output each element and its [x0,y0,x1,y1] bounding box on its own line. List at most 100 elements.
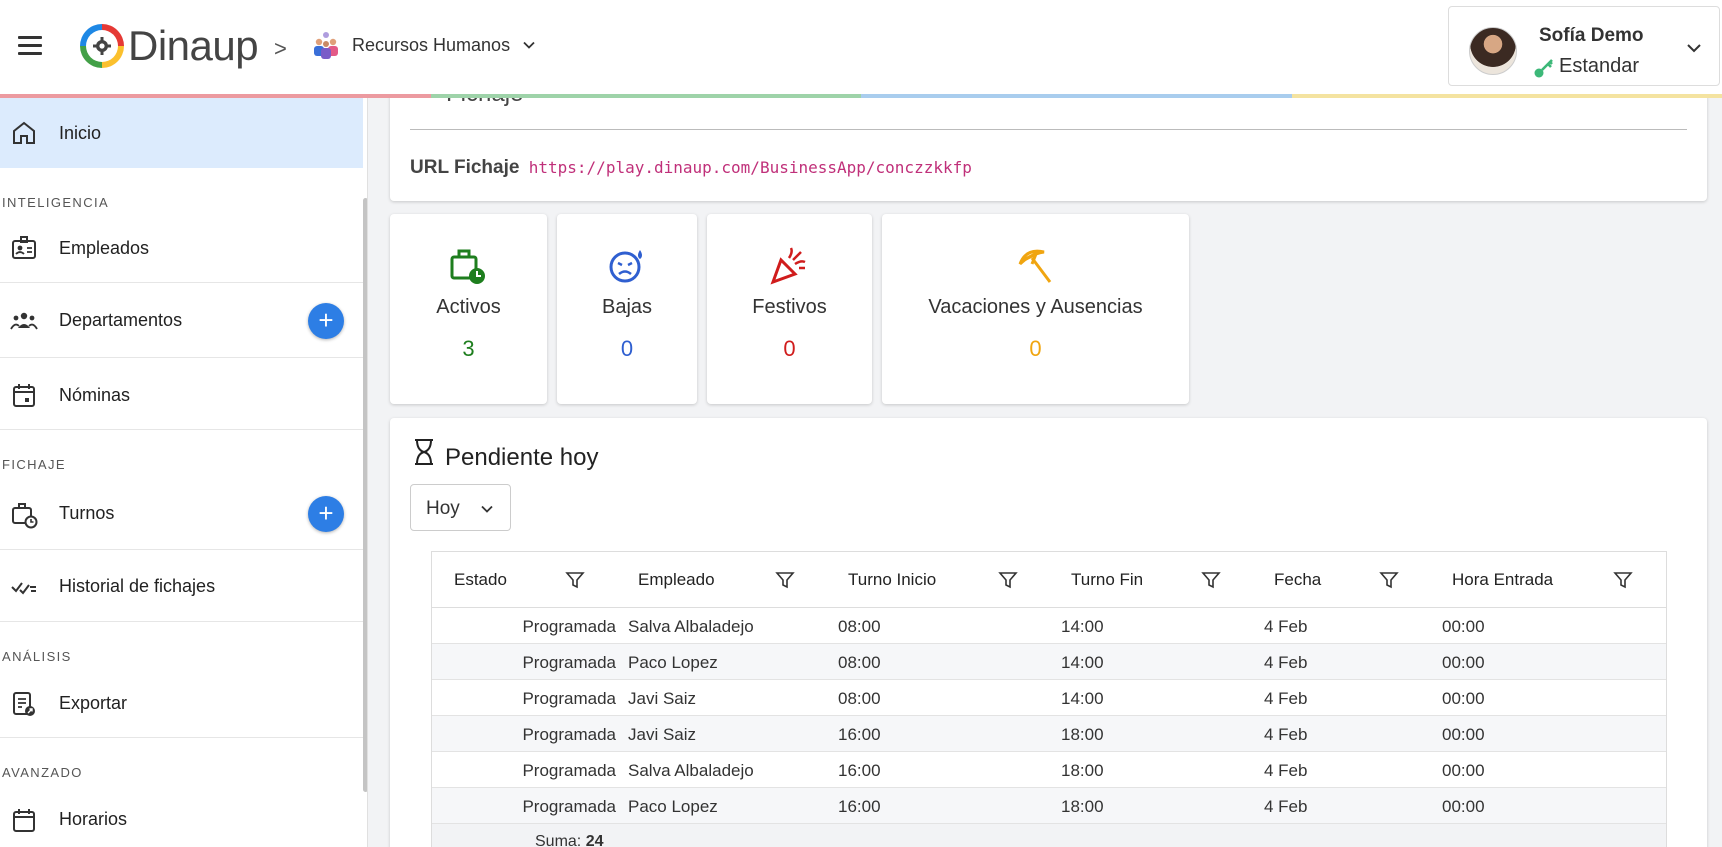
stat-label: Vacaciones y Ausencias [928,296,1143,318]
calendar-icon [13,384,35,407]
cell-turno-fin: 18:00 [1061,725,1104,744]
cell-estado: Programada [522,797,616,816]
avatar [1469,27,1517,75]
stat-card-bajas[interactable]: Bajas 0 [557,214,697,404]
table-row[interactable]: Programada Javi Saiz 16:00 18:00 4 Feb 0… [432,716,1666,752]
cell-estado: Programada [522,725,616,744]
stat-value: 0 [783,336,796,361]
sum-value: 24 [585,833,604,847]
table-row[interactable]: Programada Javi Saiz 08:00 14:00 4 Feb 0… [432,680,1666,716]
cell-turno-fin: 14:00 [1061,617,1104,636]
key-icon [1534,59,1553,78]
sidebar-item-departamentos[interactable]: Departamentos + [0,284,363,358]
module-selector[interactable]: Recursos Humanos [312,30,536,60]
column-header-estado[interactable]: Estado [454,570,507,589]
user-name: Sofía Demo [1539,25,1644,46]
filter-icon[interactable] [1201,570,1221,590]
sidebar-item-label: Departamentos [59,310,183,330]
cell-fecha: 4 Feb [1264,689,1308,708]
cell-turno-fin: 18:00 [1061,761,1104,780]
accent-line [0,94,1722,98]
user-menu[interactable]: Sofía Demo Estandar [1448,6,1720,86]
cell-empleado: Paco Lopez [628,797,718,816]
table-row[interactable]: Programada Paco Lopez 16:00 18:00 4 Feb … [432,788,1666,824]
cell-estado: Programada [522,653,616,672]
brand-logo[interactable]: Dinaup [80,22,259,70]
calendar-icon [13,809,35,832]
sidebar-item-label: Empleados [59,238,150,258]
table-summary-row: Suma: 24 [432,824,1666,847]
filter-icon[interactable] [1379,570,1399,590]
cell-empleado: Paco Lopez [628,653,718,672]
sidebar-item-nominas[interactable]: Nóminas [0,359,363,430]
add-departamento-button[interactable]: + [308,303,344,339]
table-row[interactable]: Programada Salva Albaladejo 08:00 14:00 … [432,608,1666,644]
filter-icon[interactable] [998,570,1018,590]
cell-hora-entrada: 00:00 [1442,617,1485,636]
sidebar-item-empleados[interactable]: Empleados [0,214,363,283]
home-icon [13,121,35,144]
stat-card-activos[interactable]: Activos 3 [390,214,547,404]
cell-fecha: 4 Feb [1264,617,1308,636]
column-header-fecha[interactable]: Fecha [1274,570,1322,589]
sum-label: Suma: [535,833,582,847]
period-select[interactable]: Hoy [410,484,511,531]
sidebar-item-inicio[interactable]: Inicio [0,98,363,168]
briefcase-clock-icon [450,249,485,284]
sidebar-item-label: Inicio [59,123,102,143]
cell-estado: Programada [522,761,616,780]
table-row[interactable]: Programada Paco Lopez 08:00 14:00 4 Feb … [432,644,1666,680]
chevron-down-icon [523,41,535,49]
group-icon [10,312,38,330]
chevron-down-icon [481,505,493,513]
stat-value: 0 [1029,336,1042,361]
sidebar-item-turnos[interactable]: Turnos + [0,477,363,550]
cell-hora-entrada: 00:00 [1442,797,1485,816]
section-label: INTELIGENCIA [2,195,110,210]
stat-value: 3 [462,336,475,361]
sidebar-item-label: Nóminas [59,385,131,405]
sidebar-item-exportar[interactable]: Exportar [0,668,363,738]
pendiente-title: Pendiente hoy [445,444,599,471]
filter-icon[interactable] [1613,570,1633,590]
column-header-turno-fin[interactable]: Turno Fin [1071,570,1144,589]
team-icon [314,32,338,59]
cell-turno-fin: 14:00 [1061,653,1104,672]
menu-icon[interactable] [18,36,42,55]
top-header: Dinaup > Recursos Humanos Sofía Demo Est… [0,0,1722,98]
stat-card-festivos[interactable]: Festivos 0 [707,214,872,404]
breadcrumb-separator: > [274,36,287,61]
sidebar-item-label: Horarios [59,809,128,829]
stat-value: 0 [620,336,634,361]
sidebar-item-label: Turnos [59,503,115,523]
divider [410,129,1687,130]
add-turno-button[interactable]: + [308,496,344,532]
filter-icon[interactable] [775,570,795,590]
sidebar-item-label: Exportar [59,693,128,713]
cell-fecha: 4 Feb [1264,725,1308,744]
stat-label: Bajas [601,296,653,318]
column-header-hora-entrada[interactable]: Hora Entrada [1452,570,1554,589]
cell-turno-inicio: 08:00 [838,617,881,636]
shift-clock-icon [12,503,38,529]
cell-hora-entrada: 00:00 [1442,689,1485,708]
sidebar-item-horarios[interactable]: Horarios [0,785,363,847]
sidebar-item-historial[interactable]: Historial de fichajes [0,551,363,622]
section-label: AVANZADO [2,765,83,780]
id-badge-icon [12,236,36,259]
url-fichaje-row: URL Fichaje https://play.dinaup.com/Busi… [410,157,972,179]
column-header-turno-inicio[interactable]: Turno Inicio [848,570,937,589]
user-role: Estandar [1559,55,1640,77]
sidebar-scrollbar[interactable] [363,198,367,792]
filter-icon[interactable] [565,570,585,590]
cell-turno-inicio: 16:00 [838,797,881,816]
cell-fecha: 4 Feb [1264,653,1308,672]
dinaup-logo-icon [80,24,124,68]
table-row[interactable]: Programada Salva Albaladejo 16:00 18:00 … [432,752,1666,788]
section-label: FICHAJE [2,457,66,472]
pendiente-table: Estado Empleado Turno Inicio Turno Fin F… [431,551,1667,847]
hourglass-icon [415,439,433,465]
url-fichaje-link[interactable]: https://play.dinaup.com/BusinessApp/conc… [528,158,972,177]
stat-card-vacaciones[interactable]: Vacaciones y Ausencias 0 [882,214,1189,404]
column-header-empleado[interactable]: Empleado [638,570,715,589]
